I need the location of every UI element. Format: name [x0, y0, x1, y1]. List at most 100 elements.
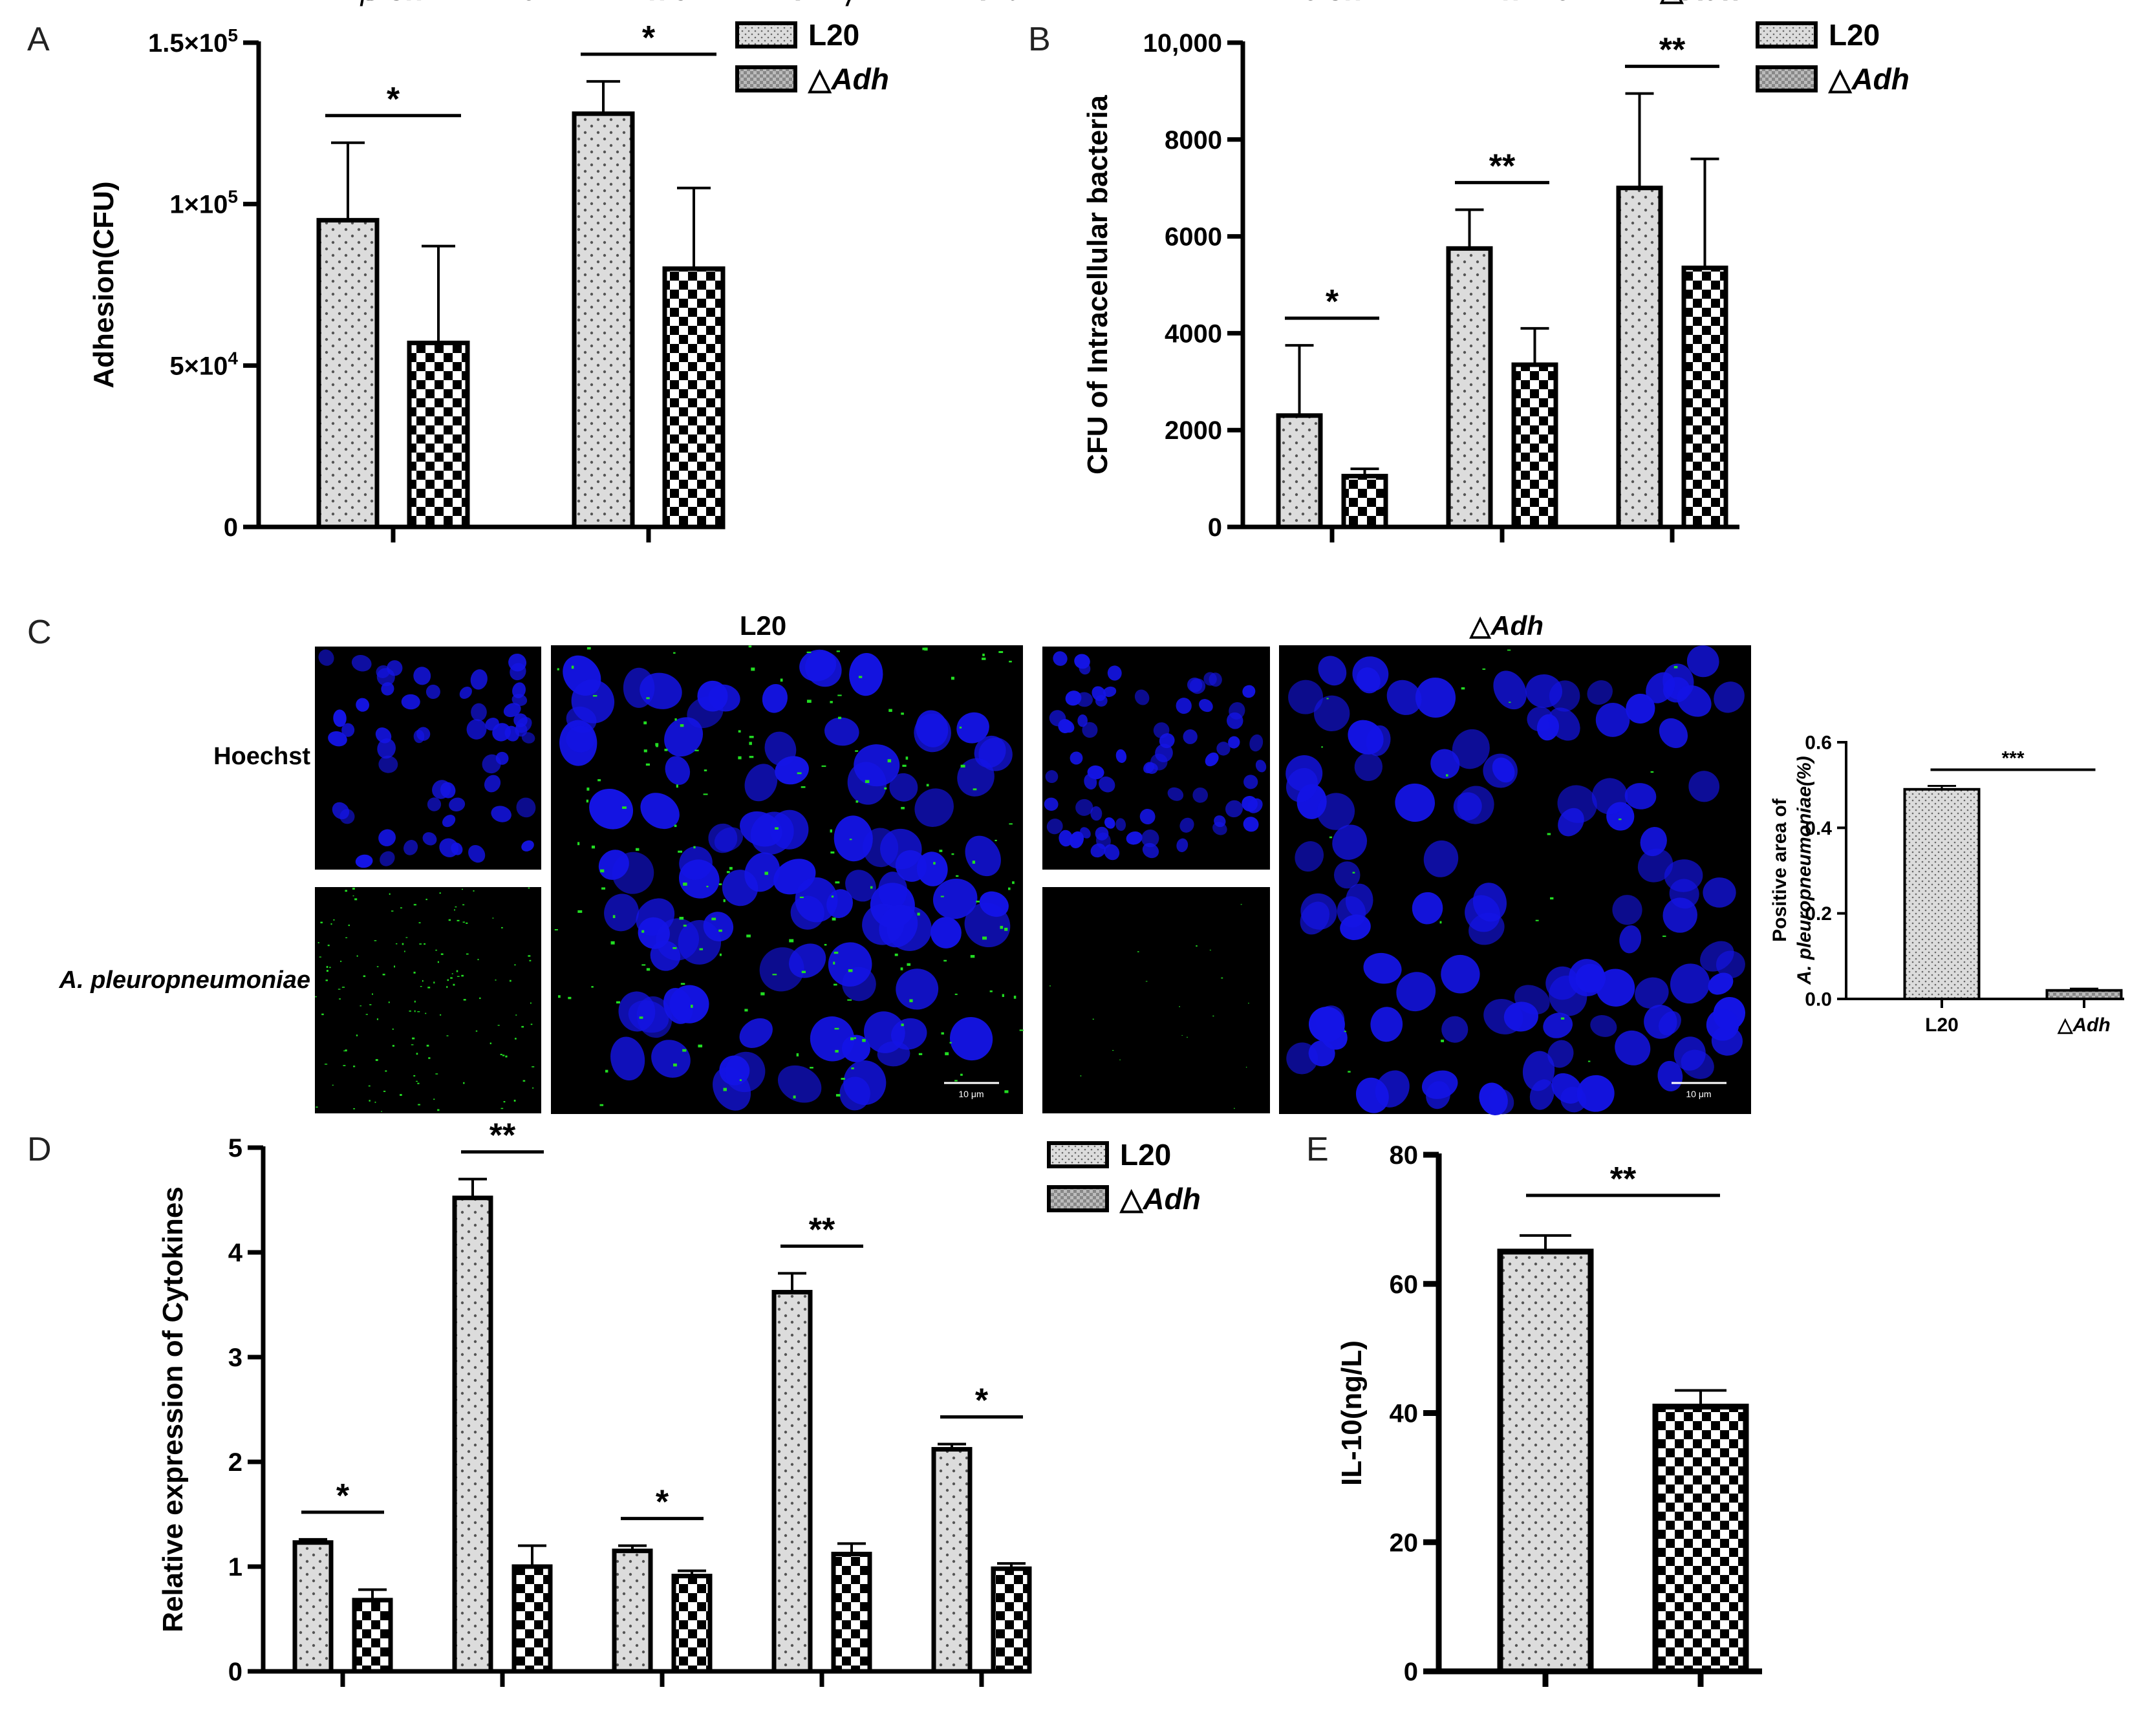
bacterium [797, 772, 802, 775]
nucleus [484, 775, 501, 793]
y-tick-label: 4000 [1165, 319, 1222, 348]
nucleus [697, 680, 728, 712]
bacterium [1181, 1034, 1183, 1036]
bar-adh-adh [1652, 1404, 1749, 1675]
nucleus [328, 731, 347, 747]
nucleus [845, 870, 876, 902]
bacterium [691, 1004, 693, 1008]
bacterium [824, 943, 827, 946]
nucleus [957, 758, 995, 797]
bacterium [656, 745, 658, 747]
bacterium [447, 979, 449, 981]
nucleus [1596, 969, 1635, 1007]
bacterium [922, 647, 927, 650]
bacterium [400, 1094, 402, 1096]
nucleus [824, 717, 859, 746]
nucleus [1192, 788, 1209, 803]
bacterium [831, 895, 834, 898]
bacterium [354, 898, 358, 901]
x-tick-label-1h: 1h [1485, 0, 1520, 6]
bacterium [982, 653, 985, 656]
nucleus [1356, 667, 1381, 694]
nucleus [1318, 656, 1347, 686]
bacterium [339, 998, 341, 1000]
nucleus [1134, 689, 1150, 705]
panel-letter-d: D [27, 1131, 52, 1168]
bacterium [329, 967, 331, 969]
micro-title-delta-adh: △Adh [1469, 610, 1544, 641]
bacterium [693, 846, 696, 849]
nucleus [725, 1051, 766, 1093]
bacterium [643, 721, 647, 725]
bacterium [500, 1108, 504, 1109]
y-tick-label: 0.6 [1805, 733, 1832, 754]
nucleus [422, 832, 437, 846]
bacterium [909, 999, 913, 1003]
bacterium [951, 853, 954, 855]
nucleus [351, 655, 372, 672]
nucleus [1595, 702, 1630, 737]
nucleus [1386, 680, 1422, 715]
bacterium [719, 953, 722, 956]
nucleus [889, 773, 918, 802]
bacterium [939, 850, 943, 852]
bacterium [1650, 771, 1654, 773]
legend-label-l20: L20 [1120, 1138, 1171, 1172]
nucleus [843, 1060, 887, 1105]
scale-bar-l20: 10 μm [944, 1082, 999, 1099]
nucleus [932, 878, 978, 919]
nucleus [355, 854, 373, 868]
bacterium [905, 756, 909, 760]
nucleus [1415, 677, 1456, 718]
nucleus [1547, 1040, 1574, 1068]
nucleus [1308, 1040, 1335, 1067]
bacterium [1352, 872, 1355, 873]
y-tick-label: 2 [228, 1448, 242, 1477]
y-tick-label: 5×104 [169, 348, 238, 380]
nucleus [1522, 1051, 1555, 1091]
bacterium [780, 678, 783, 682]
y-tick-label: 10,000 [1143, 29, 1222, 58]
bacterium [1009, 823, 1013, 825]
bacterium [901, 806, 905, 809]
nucleus [333, 709, 347, 727]
bacterium [455, 906, 457, 908]
y-tick-label: 3 [228, 1344, 242, 1372]
bacterium [738, 756, 742, 760]
bacterium [413, 1075, 416, 1077]
nucleus [459, 686, 472, 699]
y-tick-label: 80 [1390, 1141, 1419, 1170]
bar-adh-il-10 [511, 1564, 553, 1674]
nucleus [610, 1036, 645, 1081]
nucleus [1084, 773, 1097, 790]
bacterium [319, 956, 321, 958]
bar-l20-l20 [1497, 1248, 1594, 1675]
nucleus [1209, 672, 1222, 687]
bacterium [554, 929, 558, 931]
bacterium [330, 923, 332, 925]
nucleus [1295, 841, 1324, 872]
bacterium [521, 1025, 524, 1028]
bacterium [392, 1028, 394, 1030]
bacterium [439, 892, 442, 894]
y-tick-label: 0 [228, 1658, 242, 1686]
bar-l20-1h [572, 111, 635, 530]
bacterium [345, 1049, 347, 1052]
bacterium [422, 980, 424, 982]
nucleus [1126, 831, 1143, 845]
bacterium [902, 764, 907, 767]
bacterium [530, 1023, 533, 1025]
legend-label-delta-adh: △Adh [1827, 62, 1909, 96]
bacterium [503, 1101, 506, 1103]
bacterium [420, 985, 422, 987]
bacterium [1662, 936, 1666, 938]
bacterium [775, 827, 779, 830]
bacterium [414, 1010, 416, 1013]
bacterium [746, 934, 751, 938]
bacterium [901, 1023, 904, 1027]
nucleus [1587, 680, 1613, 705]
bar-l20-ifn [771, 1290, 813, 1674]
nucleus [777, 1065, 822, 1103]
bacterium [435, 1073, 438, 1075]
nucleus [380, 851, 395, 866]
